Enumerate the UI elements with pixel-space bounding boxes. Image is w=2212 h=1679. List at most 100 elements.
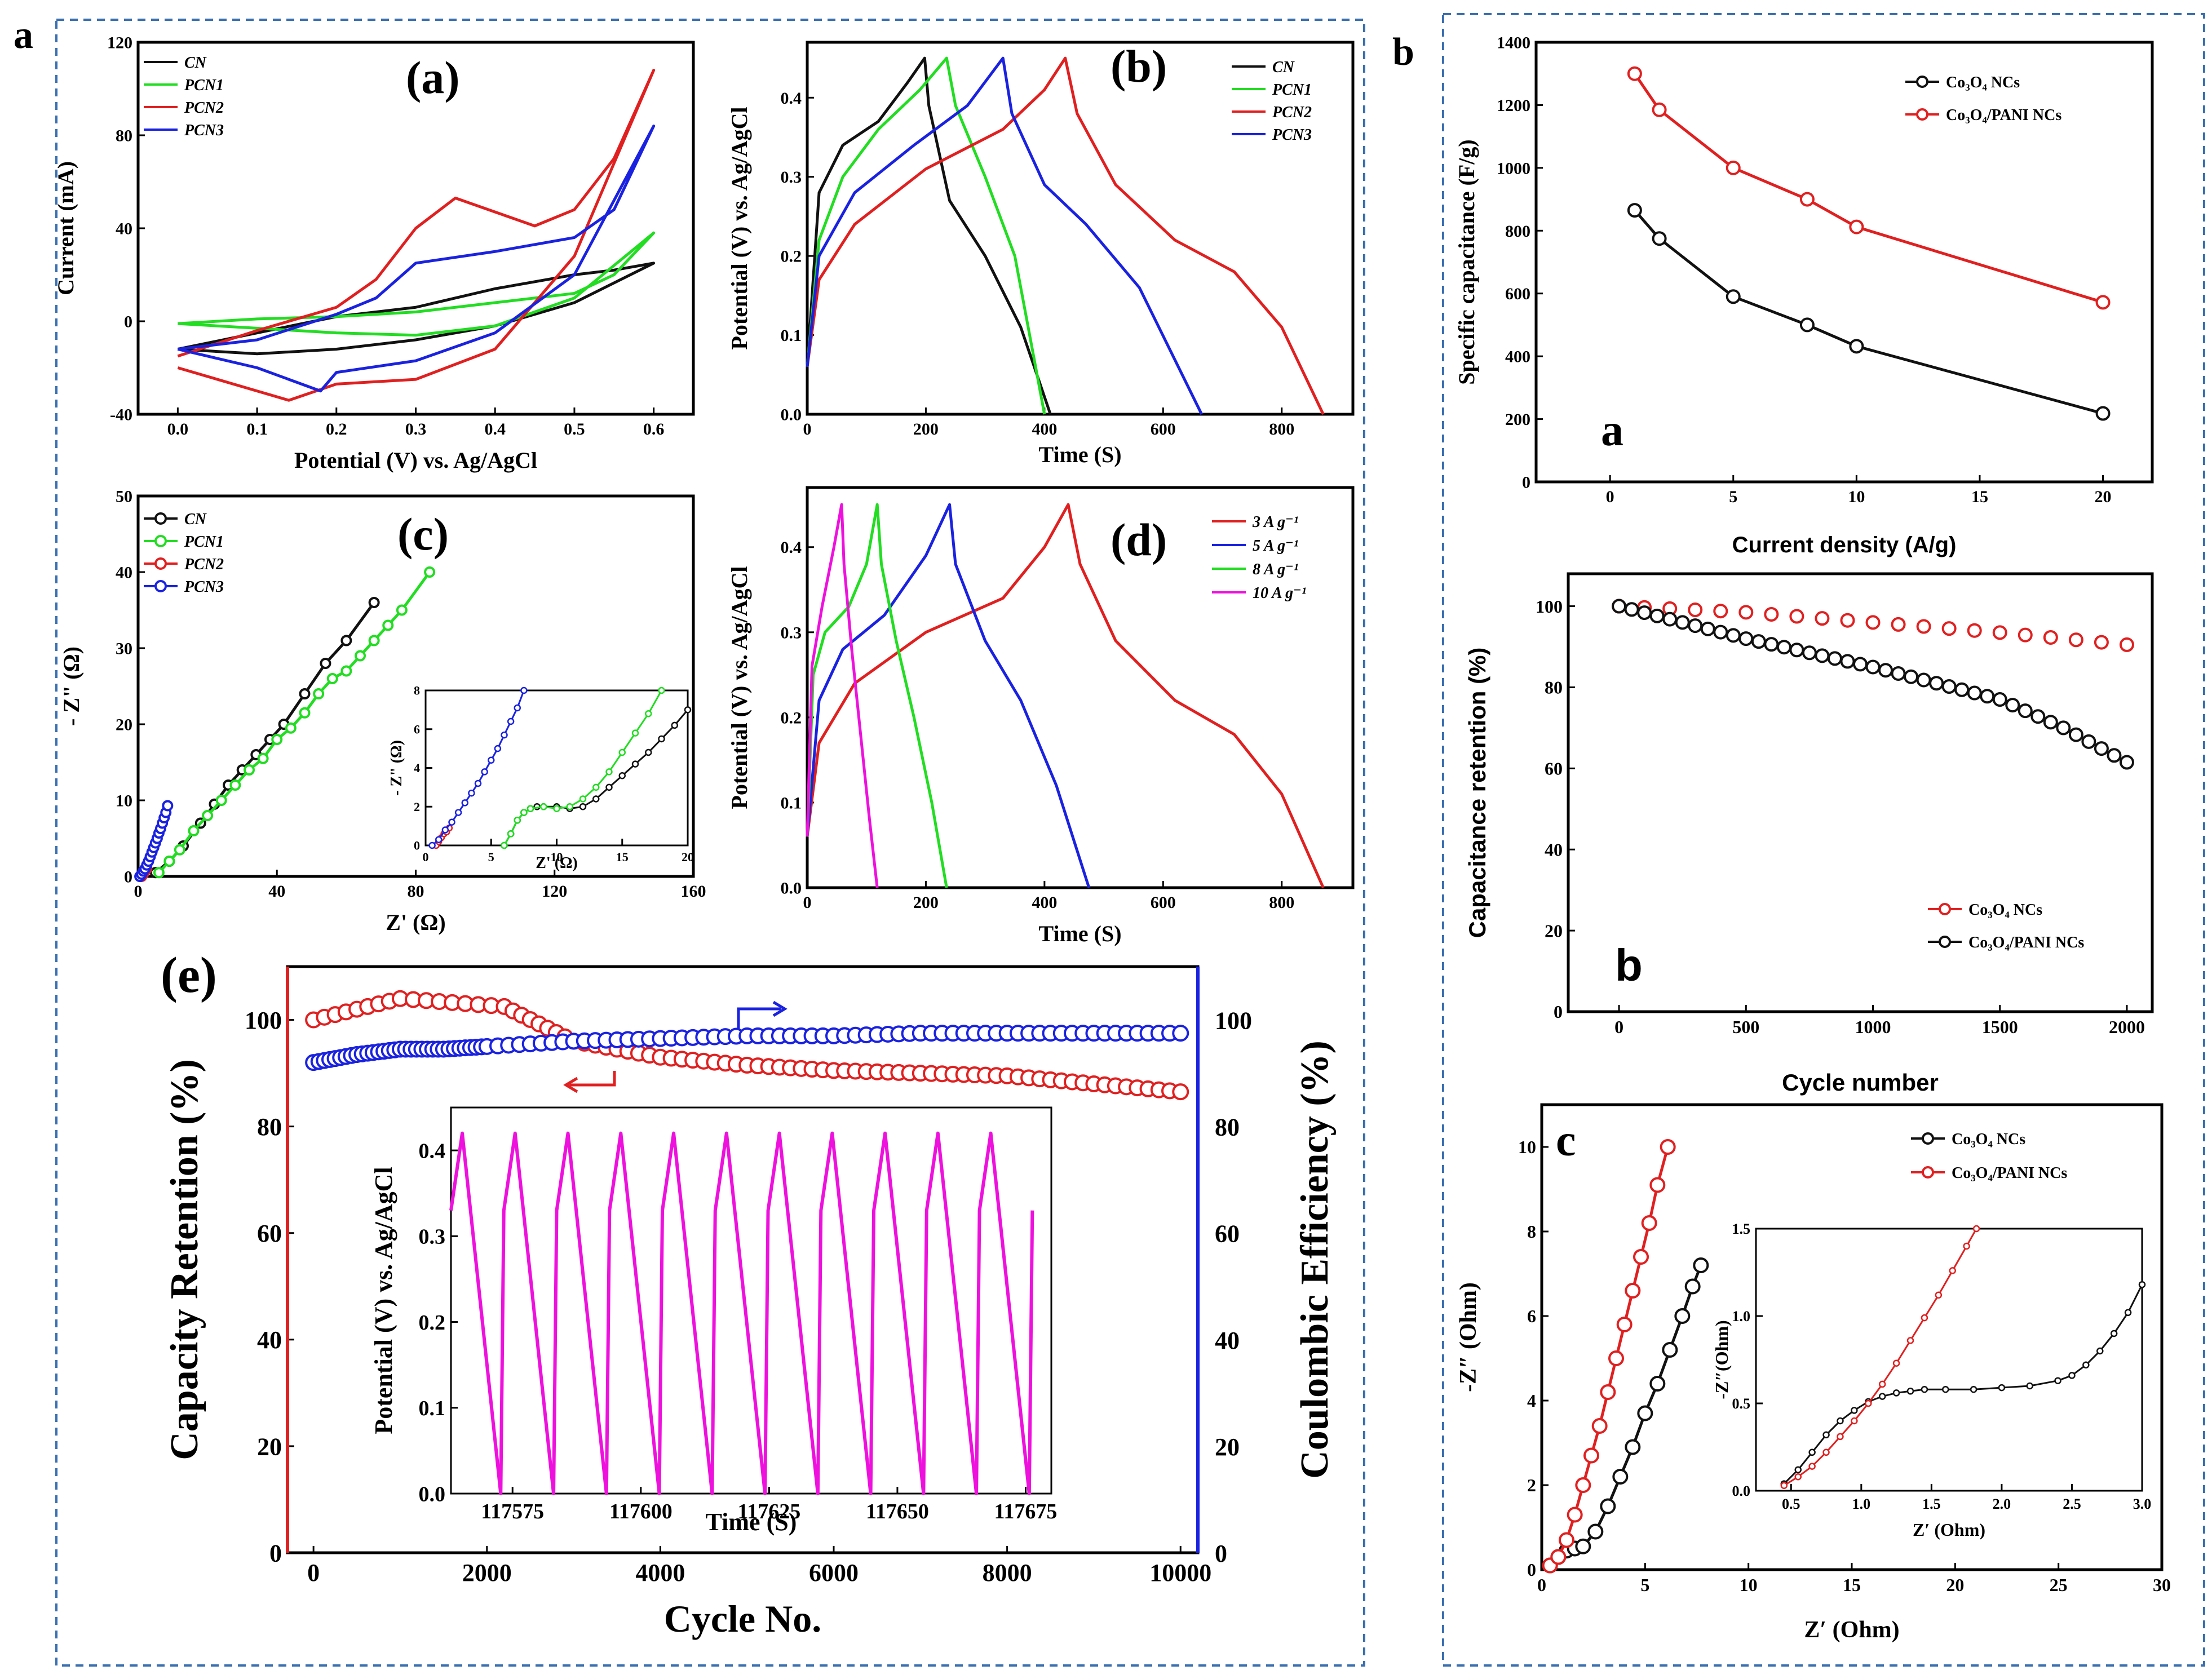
series-line — [806, 503, 879, 888]
y-axis-label: -Z″ (Ohm) — [1456, 1282, 1481, 1392]
panel-letter-a: a — [14, 14, 33, 57]
series-pcn3 — [806, 56, 1203, 415]
x-axis-label: Potential (V) vs. Ag/AgCl — [294, 448, 537, 473]
series-pcn2 — [806, 56, 1325, 415]
x-tick-label: 200 — [913, 420, 939, 438]
x-tick-label: 15 — [616, 850, 629, 864]
x-axis-label: Z' (Ω) — [536, 854, 578, 872]
data-point — [1688, 618, 1703, 633]
data-point — [1892, 1359, 1900, 1367]
series-pcn3 — [177, 125, 656, 393]
legend-marker — [1939, 936, 1951, 948]
x-tick-label: 120 — [542, 882, 567, 901]
y-tick-label: 20 — [257, 1433, 282, 1460]
data-point — [257, 752, 269, 764]
x-tick-label: 800 — [1269, 420, 1294, 438]
data-point — [271, 734, 283, 745]
data-point — [592, 783, 600, 791]
x-tick-label: 80 — [408, 882, 424, 901]
data-point — [2068, 632, 2083, 648]
panel-label: c — [1556, 1116, 1576, 1166]
x-tick-label: 0 — [1606, 488, 1614, 506]
series-pcn1 — [178, 231, 656, 337]
right-tick-label: 100 — [1215, 1007, 1252, 1035]
data-point — [1967, 685, 1982, 701]
plot-frame — [1567, 572, 2154, 1013]
series-co-o-ncs — [1627, 203, 2111, 421]
panel-a-border — [55, 19, 1365, 1667]
y-tick-label: 0.3 — [781, 168, 802, 187]
panel-b-border — [1442, 13, 2205, 1667]
data-point — [340, 635, 352, 646]
data-point — [1567, 1507, 1583, 1523]
x-axis-label: Cycle number — [1782, 1069, 1939, 1096]
series-line — [178, 231, 656, 337]
data-point — [1808, 1463, 1816, 1470]
data-point — [2056, 720, 2071, 736]
x-tick-label: 4000 — [635, 1559, 685, 1587]
data-point — [1865, 1399, 1872, 1407]
y-tick-label: 0.1 — [781, 326, 802, 345]
x-tick-label: 25 — [2050, 1575, 2068, 1595]
chart-cycling: 0 2000 4000 6000 8000 10000 0 20 40 60 80 100 Cycle … — [163, 965, 1211, 1640]
legend-label: CN — [184, 511, 207, 528]
chart-gcd: 0 200 400 600 800 0.0 0.1 0.2 0.3 0.4 Time (S) Pote… — [727, 41, 1355, 467]
data-point — [1794, 1466, 1802, 1474]
y-tick-label: 6 — [414, 722, 420, 736]
plot-frame — [806, 41, 1355, 416]
x-tick-label: 600 — [1151, 893, 1176, 912]
chart-b_capacitance: 0 5 10 15 200200400600800100012001400Current… — [1454, 34, 2154, 557]
series-line — [177, 125, 656, 393]
data-point — [1559, 1532, 1574, 1548]
data-point — [1891, 617, 1906, 632]
data-point — [1587, 1523, 1604, 1540]
x-tick-label: 10 — [1848, 488, 1865, 506]
series-line — [806, 56, 1046, 415]
data-point — [1837, 1417, 1844, 1425]
x-axis-label: Cycle No. — [664, 1597, 821, 1640]
right-tick-label: 20 — [1215, 1433, 1240, 1461]
data-point — [605, 768, 613, 776]
legend-label: Co₃O₄/PANI NCs — [1968, 934, 2084, 951]
data-point — [1904, 669, 1919, 684]
data-point — [507, 830, 515, 838]
data-point — [1591, 1418, 1608, 1434]
data-point — [468, 789, 475, 797]
y-tick-label: 0.3 — [781, 623, 802, 642]
data-point — [1637, 1405, 1653, 1421]
y-tick-label: 0 — [124, 313, 132, 331]
data-point — [1662, 612, 1678, 627]
y-tick-label: 0.1 — [419, 1397, 446, 1420]
data-point — [368, 635, 380, 646]
right-tick-label: 40 — [1215, 1327, 1240, 1354]
data-point — [2095, 406, 2111, 421]
series-co-o-pani-ncs — [1612, 599, 2134, 770]
cr-arrow-icon — [569, 1071, 616, 1087]
y-tick-label: 10 — [116, 792, 132, 810]
data-point — [441, 826, 449, 834]
x-tick-label: 10 — [551, 850, 563, 864]
data-point — [1649, 1376, 1666, 1392]
data-point — [1799, 317, 1815, 333]
data-point — [631, 760, 639, 768]
data-point — [579, 795, 587, 803]
data-point — [1172, 1083, 1189, 1101]
x-tick-label: 0.4 — [484, 420, 506, 438]
x-tick-label: 800 — [1269, 893, 1294, 912]
data-point — [2068, 1372, 2076, 1379]
x-tick-label: 1000 — [1855, 1017, 1891, 1037]
data-point — [1616, 1317, 1633, 1332]
legend-label: Co₃O₄/PANI NCs — [1946, 107, 2061, 124]
right-tick-label: 60 — [1215, 1220, 1240, 1248]
y-tick-label: 1.5 — [1732, 1221, 1751, 1237]
panel-label: (e) — [161, 947, 217, 1003]
data-point — [1726, 628, 1741, 643]
data-point — [566, 803, 573, 810]
x-tick-label: 0.2 — [326, 420, 347, 438]
data-point — [501, 841, 508, 849]
y-tick-label: 0.4 — [781, 538, 802, 557]
y-axis-label: - Z" (Ω) — [59, 646, 84, 726]
legend-label: Co₃O₄ NCs — [1946, 74, 2020, 91]
y-tick-label: 0.2 — [419, 1311, 446, 1335]
data-point — [1600, 1384, 1616, 1400]
